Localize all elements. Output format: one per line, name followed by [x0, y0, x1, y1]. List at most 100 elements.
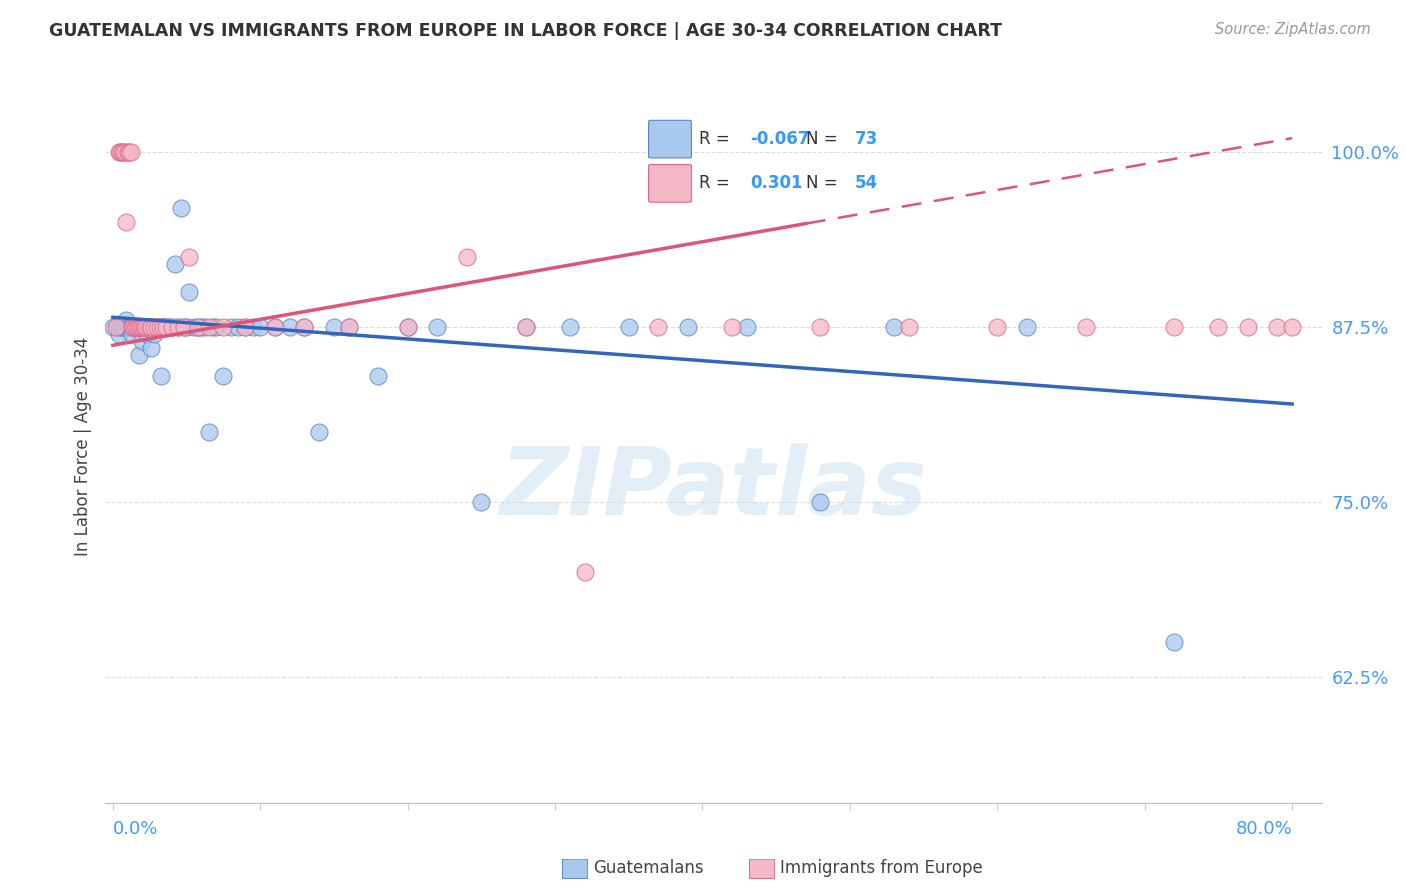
- Point: [122, 320, 145, 334]
- Point: [235, 320, 257, 334]
- Point: [129, 320, 152, 334]
- Text: 0.0%: 0.0%: [112, 820, 159, 838]
- Point: [294, 320, 316, 334]
- Point: [617, 320, 640, 334]
- Point: [470, 495, 492, 509]
- Point: [107, 327, 129, 342]
- Point: [179, 285, 201, 299]
- Point: [153, 320, 176, 334]
- Point: [155, 320, 177, 334]
- Point: [118, 145, 141, 160]
- Point: [183, 320, 205, 334]
- Point: [121, 320, 143, 334]
- Point: [721, 320, 744, 334]
- Point: [115, 313, 138, 327]
- Point: [160, 320, 183, 334]
- Point: [124, 320, 146, 334]
- Point: [337, 320, 360, 334]
- Y-axis label: In Labor Force | Age 30-34: In Labor Force | Age 30-34: [73, 336, 91, 556]
- Point: [219, 320, 242, 334]
- Point: [136, 320, 159, 334]
- Text: Source: ZipAtlas.com: Source: ZipAtlas.com: [1215, 22, 1371, 37]
- Point: [1237, 320, 1260, 334]
- Point: [264, 320, 287, 334]
- Point: [108, 145, 131, 160]
- Point: [166, 320, 188, 334]
- Point: [142, 320, 165, 334]
- Point: [986, 320, 1008, 334]
- Point: [226, 320, 249, 334]
- Point: [112, 145, 135, 160]
- Point: [515, 320, 537, 334]
- Point: [735, 320, 758, 334]
- Point: [135, 327, 157, 342]
- Point: [138, 320, 160, 334]
- Point: [111, 320, 134, 334]
- Point: [676, 320, 699, 334]
- Point: [114, 320, 136, 334]
- Text: Guatemalans: Guatemalans: [593, 859, 704, 877]
- Point: [141, 341, 163, 355]
- Point: [456, 250, 478, 264]
- Point: [205, 320, 228, 334]
- Point: [249, 320, 271, 334]
- Point: [166, 320, 188, 334]
- Point: [187, 320, 209, 334]
- Point: [1208, 320, 1230, 334]
- Point: [150, 369, 173, 384]
- Point: [173, 320, 195, 334]
- Point: [128, 348, 150, 362]
- Point: [574, 565, 596, 579]
- Point: [187, 320, 209, 334]
- Point: [810, 495, 832, 509]
- Point: [141, 320, 163, 334]
- Point: [897, 320, 920, 334]
- Point: [132, 320, 155, 334]
- Point: [163, 257, 186, 271]
- Text: ZIPatlas: ZIPatlas: [499, 442, 928, 535]
- Point: [337, 320, 360, 334]
- Point: [127, 320, 149, 334]
- Point: [169, 201, 191, 215]
- Text: GUATEMALAN VS IMMIGRANTS FROM EUROPE IN LABOR FORCE | AGE 30-34 CORRELATION CHAR: GUATEMALAN VS IMMIGRANTS FROM EUROPE IN …: [49, 22, 1002, 40]
- Point: [107, 145, 129, 160]
- Point: [131, 320, 153, 334]
- Point: [120, 145, 142, 160]
- Point: [108, 320, 131, 334]
- Point: [810, 320, 832, 334]
- Point: [396, 320, 419, 334]
- Point: [115, 215, 138, 229]
- Point: [242, 320, 264, 334]
- Point: [146, 320, 169, 334]
- Point: [128, 320, 150, 334]
- Point: [515, 320, 537, 334]
- Point: [193, 320, 215, 334]
- Point: [105, 320, 128, 334]
- Point: [176, 320, 198, 334]
- Point: [143, 320, 166, 334]
- Point: [117, 320, 139, 334]
- Point: [197, 425, 219, 439]
- Text: Immigrants from Europe: Immigrants from Europe: [780, 859, 983, 877]
- Point: [558, 320, 581, 334]
- Point: [278, 320, 301, 334]
- Point: [647, 320, 669, 334]
- Point: [212, 369, 235, 384]
- Point: [1074, 320, 1097, 334]
- Point: [117, 145, 139, 160]
- Point: [152, 320, 174, 334]
- Point: [396, 320, 419, 334]
- Point: [112, 320, 135, 334]
- Point: [323, 320, 346, 334]
- Point: [101, 320, 124, 334]
- Point: [132, 320, 155, 334]
- Point: [179, 250, 201, 264]
- Point: [114, 145, 136, 160]
- Point: [138, 320, 160, 334]
- Point: [125, 320, 148, 334]
- Point: [1163, 635, 1185, 649]
- Point: [197, 320, 219, 334]
- Point: [883, 320, 905, 334]
- Point: [134, 320, 156, 334]
- FancyBboxPatch shape: [749, 859, 775, 879]
